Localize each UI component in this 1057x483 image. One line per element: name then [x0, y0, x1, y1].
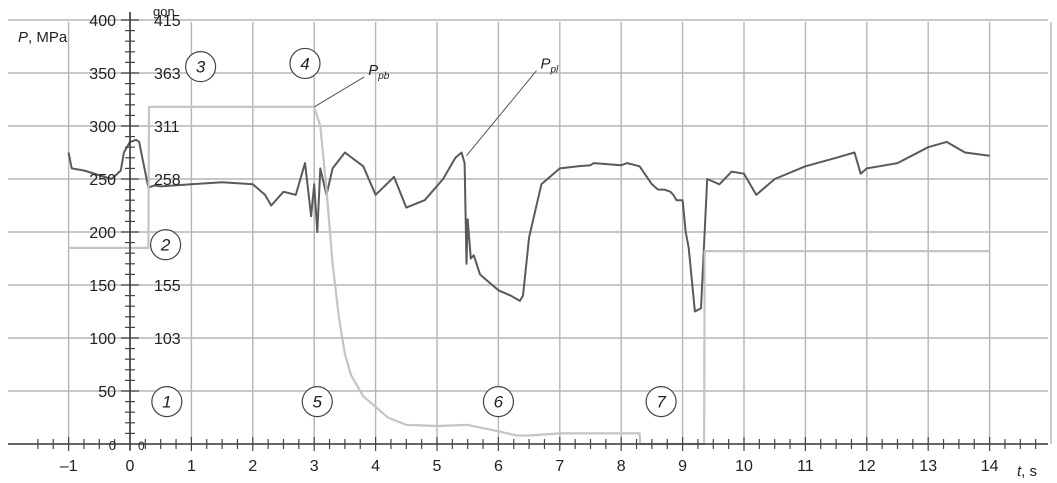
y-tick-label: 400: [89, 13, 116, 30]
y-tick-label: 350: [89, 66, 116, 83]
series-layer: [67, 105, 990, 446]
secondary-tick-label: 103: [154, 331, 181, 348]
marker-4: 4: [289, 47, 321, 80]
grid: [8, 19, 1052, 444]
x-tick-label: 1: [187, 458, 196, 475]
marker-6: 6: [482, 386, 514, 418]
marker-label: 1: [162, 393, 171, 412]
marker-circle: [289, 47, 321, 80]
axes: –1 0 1 2 3 4 5 6 7 8 9 10 11 12 13 14501001502002503003…: [8, 12, 1048, 475]
secondary-tick-label: 0: [138, 439, 145, 453]
secondary-axis-unit: gon: [153, 4, 175, 19]
secondary-tick-label: 415: [154, 13, 181, 30]
secondary-tick-label: 258: [154, 172, 181, 189]
x-tick-label: 10: [735, 458, 753, 475]
callout-label: Ppb: [368, 62, 390, 82]
annotations: 1 2 3 4 5 6 7 Ppb Ppl: [150, 47, 677, 418]
marker-5: 5: [301, 386, 333, 418]
marker-2: 2: [150, 229, 182, 261]
x-tick-label: 12: [858, 458, 876, 475]
marker-circle: [482, 386, 514, 418]
x-tick-label: 2: [248, 458, 257, 475]
x-tick-label: 13: [919, 458, 937, 475]
x-tick-label: 4: [371, 458, 380, 475]
y-tick-label: 300: [89, 119, 116, 136]
x-tick-label: 11: [797, 458, 814, 475]
x-axis-label: t, s: [1017, 463, 1037, 480]
y-tick-label: 250: [89, 172, 116, 189]
x-tick-label: –1: [60, 458, 78, 475]
callout-label: Ppl: [540, 56, 559, 76]
secondary-tick-label: 363: [154, 66, 181, 83]
secondary-tick-label: 311: [154, 119, 180, 136]
x-tick-label: 0: [126, 458, 135, 475]
x-tick-label: 3: [310, 458, 319, 475]
marker-3: 3: [185, 51, 217, 83]
y-tick-label: 150: [89, 278, 116, 295]
x-tick-label: 8: [617, 458, 626, 475]
marker-1: 1: [151, 386, 183, 418]
marker-label: 6: [494, 393, 504, 412]
y-tick-label: 50: [98, 384, 116, 401]
y-tick-label: 100: [89, 331, 116, 348]
x-tick-label: 6: [494, 458, 503, 475]
marker-circle: [150, 229, 182, 261]
y-tick-label: 200: [89, 225, 116, 242]
series-line-1: [67, 138, 990, 313]
marker-label: 7: [656, 393, 666, 412]
marker-7: 7: [645, 386, 677, 418]
series-line-2: [68, 105, 990, 446]
marker-label: 4: [300, 54, 309, 73]
x-tick-label: 5: [433, 458, 442, 475]
x-tick-label: 14: [981, 458, 999, 475]
y-axis-label: P, MPa: [18, 29, 68, 46]
marker-circle: [185, 51, 217, 83]
secondary-tick-label: 155: [154, 278, 181, 295]
marker-circle: [645, 386, 677, 418]
x-tick-label: 7: [555, 458, 564, 475]
callout-leader: [313, 76, 365, 108]
marker-label: 2: [160, 236, 171, 255]
x-tick-label: 9: [678, 458, 687, 475]
marker-circle: [301, 386, 333, 418]
y-tick-label-zero: 0: [109, 438, 116, 453]
callout-leader: [466, 70, 537, 156]
marker-circle: [151, 386, 183, 418]
marker-label: 5: [313, 393, 323, 412]
marker-label: 3: [196, 58, 206, 77]
